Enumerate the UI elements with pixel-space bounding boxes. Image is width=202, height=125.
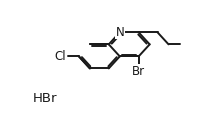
Text: HBr: HBr: [33, 92, 57, 105]
Text: Br: Br: [132, 65, 144, 78]
Text: N: N: [115, 26, 124, 39]
Text: Cl: Cl: [54, 50, 65, 63]
